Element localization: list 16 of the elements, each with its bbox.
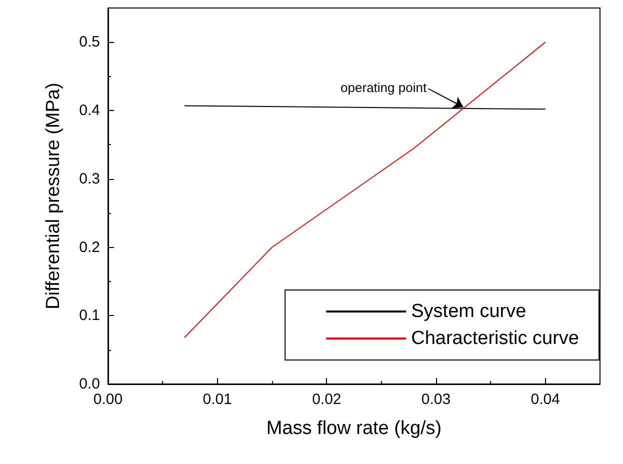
y-tick-label: 0.5 <box>79 34 100 51</box>
y-tick-label: 0.1 <box>79 307 100 324</box>
x-tick-label: 0.00 <box>93 391 123 408</box>
legend-label: System curve <box>411 301 526 322</box>
x-tick-label: 0.04 <box>530 391 560 408</box>
y-tick-label: 0.2 <box>79 238 100 256</box>
x-axis-title: Mass flow rate (kg/s) <box>266 418 442 439</box>
x-tick-label: 0.02 <box>312 391 342 408</box>
y-tick-label: 0.0 <box>79 376 100 392</box>
legend-label: Characteristic curve <box>411 328 580 349</box>
annotation: operating point <box>340 80 427 96</box>
y-axis-title: Differential pressure (MPa) <box>43 82 64 310</box>
x-tick-label: 0.01 <box>202 391 232 408</box>
y-tick-label: 0.4 <box>79 102 100 120</box>
y-tick-label: 0.3 <box>79 170 100 188</box>
x-tick-label: 0.03 <box>421 391 451 408</box>
